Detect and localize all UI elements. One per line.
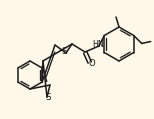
Text: S: S: [46, 93, 51, 102]
Text: O: O: [88, 59, 95, 68]
Text: HN: HN: [92, 40, 104, 49]
Text: S: S: [62, 47, 67, 57]
